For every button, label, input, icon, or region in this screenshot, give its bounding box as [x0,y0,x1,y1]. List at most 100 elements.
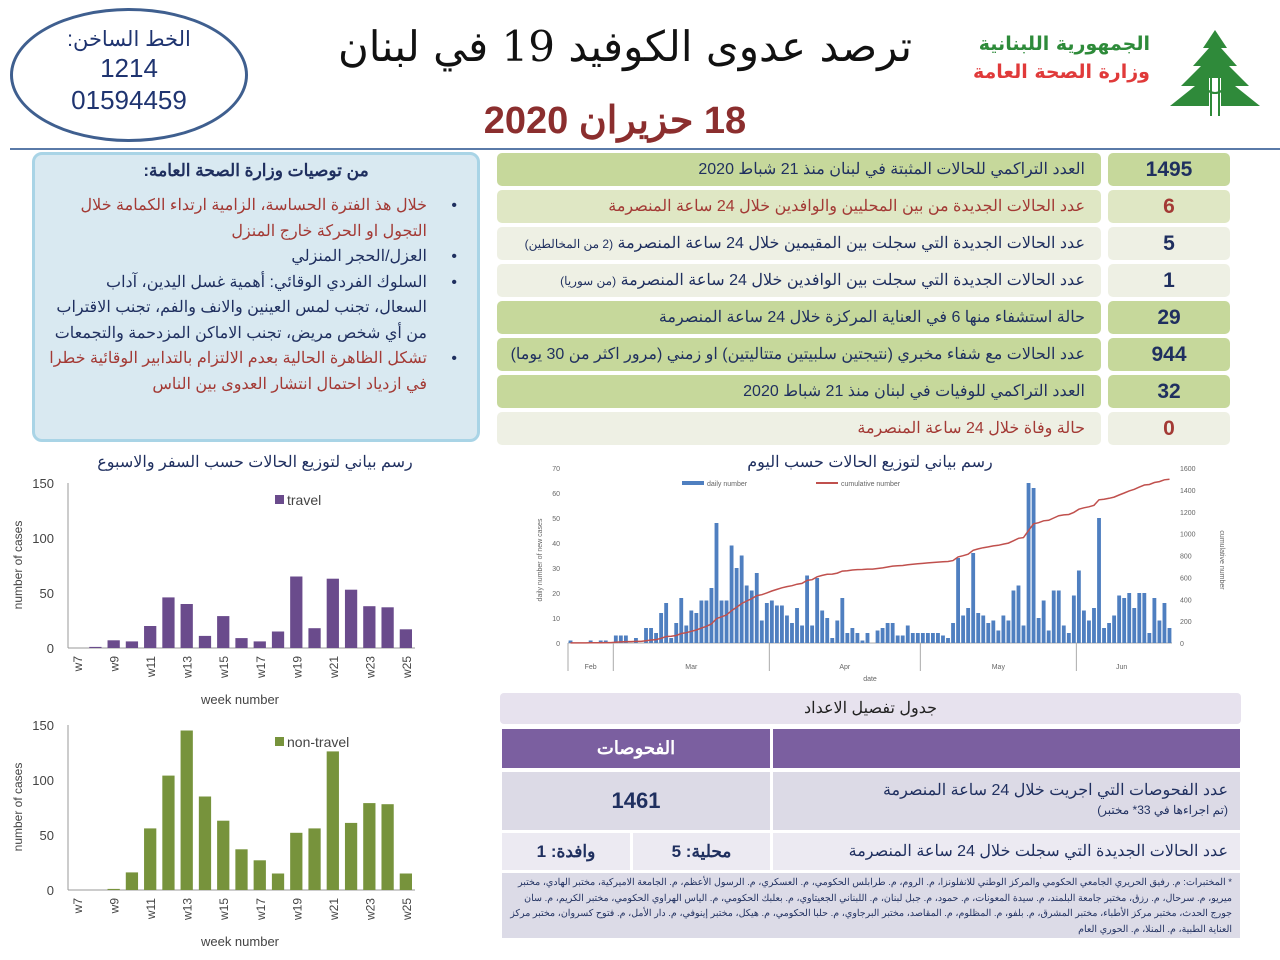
daily-bar [900,635,905,643]
legend-label: non-travel [287,734,349,750]
label-column-header [773,729,1240,768]
daily-bar [855,633,860,643]
x-tick-label: w11 [144,656,158,678]
y-tick-label: 100 [32,773,54,788]
daily-bar [1071,595,1076,643]
details-table-title: جدول تفصيل الاعداد [500,693,1241,724]
bar [107,640,120,648]
x-axis-label: week number [200,692,280,707]
stat-row: عدد الحالات الجديدة التي سجلت بين المقيم… [497,227,1230,260]
stat-note: (من سوريا) [560,274,617,288]
bar [290,832,303,890]
travel-bar-chart: 0 50 100 150 w7 w9 w11 w13 w15 w17 w19 w21 w23 w25 wee… [11,476,415,707]
daily-bar [1066,633,1071,643]
stat-label-text: عدد الحالات الجديدة من بين المحليين والو… [608,198,1085,215]
daily-bar [1011,590,1016,643]
daily-bar [1157,620,1162,643]
recommendation-item: تشكل الظاهرة الحالية بعدم الالتزام بالتد… [49,346,457,397]
daily-bar [1107,623,1111,643]
y-tick-label: 40 [552,541,560,548]
travel-chart-title: رسم بياني لتوزيع الحالات حسب السفر والاس… [97,454,413,471]
daily-bar [800,625,804,643]
month-label: Apr [839,664,851,671]
recommendations-list: خلال هذ الفترة الحساسة، الزامية ارتداء ا… [49,193,463,397]
daily-bar [749,590,754,643]
daily-bar [780,605,784,643]
stat-label-text: حالة وفاة خلال 24 ساعة المنصرمة [857,420,1085,437]
bar [198,635,212,648]
daily-bar [1001,615,1006,643]
legend-label-cumulative: cumulative number [841,481,901,488]
hotline-badge: الخط الساخن: 1214 01594459 [10,8,248,142]
x-tick-label: w9 [108,898,122,915]
recommendation-item: خلال هذ الفترة الحساسة، الزامية ارتداء ا… [49,193,457,244]
legend-label: travel [287,492,321,508]
stat-label: العدد التراكمي للوفيات في لبنان منذ 21 ش… [497,375,1101,408]
daily-bar [920,633,925,643]
daily-bar [659,613,664,643]
labs-footnote: * المختبرات: م. رفيق الحريري الجامعي الح… [502,873,1240,938]
bar [308,628,321,648]
bar [363,606,376,648]
y2-tick-label: 1400 [1180,488,1196,495]
daily-bar [1092,608,1096,643]
bar [253,860,266,890]
stat-label-text: عدد الحالات الجديدة التي سجلت بين المقيم… [617,235,1085,252]
daily-bar [865,633,870,643]
imported-cases: وافدة: 1 [502,833,630,870]
bar [344,822,358,890]
tests-value: 1461 [502,772,770,830]
bar [363,803,376,890]
stat-label: عدد الحالات مع شفاء مخبري (نتيجتين سلبيت… [497,338,1101,371]
legend-swatch-daily [682,481,704,485]
daily-bar [1006,620,1011,643]
daily-bar [1137,593,1142,643]
daily-bar [568,640,573,643]
daily-bar [1087,620,1091,643]
ministry-name: وزارة الصحة العامة [972,61,1150,83]
daily-bar [1102,628,1106,643]
ministry-logo-text: الجمهورية اللبنانية وزارة الصحة العامة [940,30,1150,86]
tests-label: عدد الفحوصات التي اجريت خلال 24 ساعة الم… [882,782,1228,799]
hotline-number-long: 01594459 [71,85,187,115]
month-label: Feb [585,664,597,671]
tests-note: (تم اجراءها في 33* مختبر) [1097,803,1228,817]
x-tick-label: w7 [71,656,85,673]
stat-value: 5 [1108,227,1230,260]
stat-label-text: حالة استشفاء منها 6 في العناية المركزة خ… [658,309,1085,326]
daily-bar [805,575,809,643]
recommendation-item: السلوك الفردي الوقائي: أهمية غسل اليدين،… [49,270,457,347]
daily-bar [1041,600,1046,643]
y-tick-label: 0 [47,883,54,898]
daily-bar [689,610,694,643]
y-tick-label: 100 [32,531,54,546]
daily-bar [1016,585,1021,643]
y-tick-label: 30 [552,566,560,573]
daily-bar [785,615,789,643]
recommendations-panel: من توصيات وزارة الصحة العامة: خلال هذ ال… [32,152,480,442]
daily-bar [976,613,981,643]
bar [326,578,339,648]
daily-bar [669,638,674,643]
daily-bar [704,600,709,643]
daily-bar [996,630,1001,643]
daily-bar [1132,608,1137,643]
y-tick-label: 150 [32,718,54,733]
daily-bar [840,598,845,643]
y2-tick-label: 1200 [1180,510,1196,517]
daily-bar [1056,590,1061,643]
daily-bar [1112,615,1117,643]
y-tick-label: 10 [552,616,560,623]
y-axis-label: number of cases [11,763,25,852]
daily-bar [885,623,890,643]
y2-tick-label: 0 [1180,641,1184,648]
bar [125,641,139,648]
daily-bar [1036,618,1041,643]
x-tick-label: w7 [71,898,85,915]
y2-tick-label: 200 [1180,619,1192,626]
month-label: Jun [1116,664,1127,671]
bar [308,828,321,890]
daily-bar [754,573,759,643]
daily-bar [986,623,991,643]
stat-label: حالة استشفاء منها 6 في العناية المركزة خ… [497,301,1101,334]
